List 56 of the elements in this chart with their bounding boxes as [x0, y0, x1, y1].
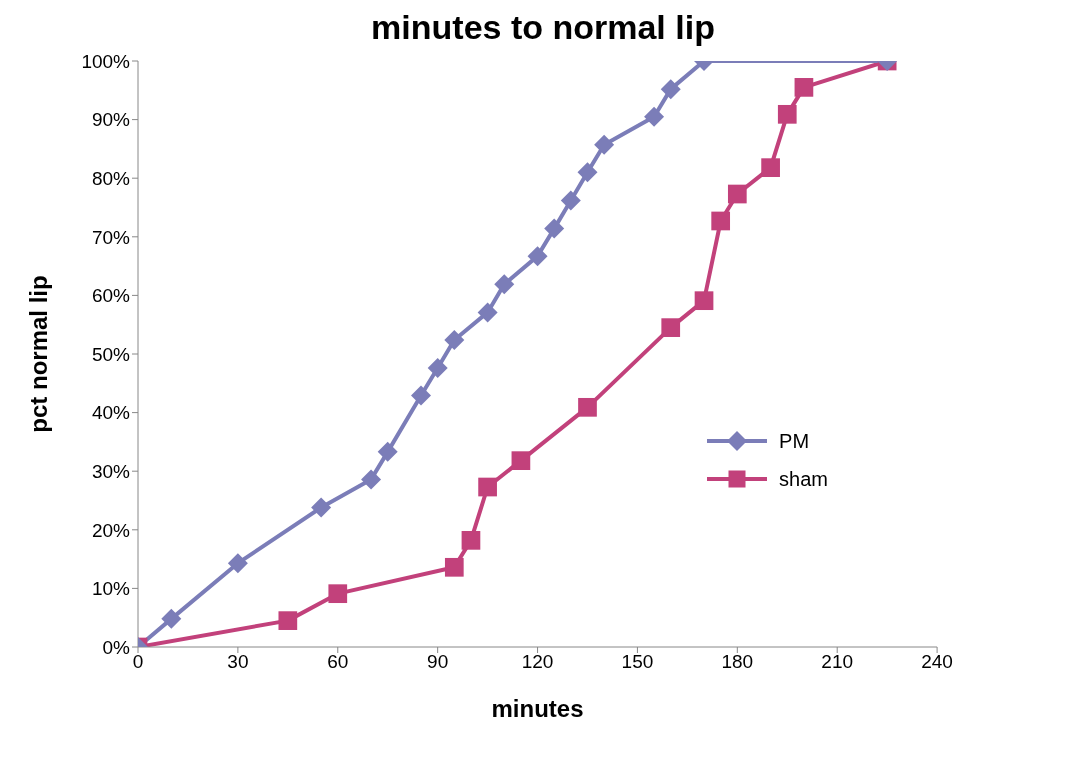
- point: [477, 302, 498, 323]
- point: [377, 441, 398, 462]
- point: [494, 274, 515, 295]
- point: [511, 451, 531, 470]
- x-tick-label: 240: [921, 651, 953, 673]
- point: [444, 557, 464, 577]
- point: [444, 329, 465, 350]
- y-tick-label: 40%: [91, 402, 131, 424]
- y-tick-label: 100%: [81, 50, 131, 72]
- point: [578, 397, 597, 417]
- point: [311, 497, 332, 518]
- legend-label: sham: [779, 467, 828, 491]
- x-tick-label: 90: [427, 651, 449, 673]
- point: [544, 218, 565, 239]
- point: [694, 291, 714, 311]
- y-tick-label: 50%: [91, 343, 131, 365]
- point: [361, 469, 382, 490]
- point: [660, 79, 681, 100]
- point: [594, 134, 615, 155]
- x-axis-title: minutes: [491, 695, 584, 722]
- point: [711, 211, 731, 231]
- x-tick-label: 0: [132, 651, 144, 673]
- y-tick-label: 70%: [91, 226, 131, 248]
- y-tick-label: 90%: [91, 109, 131, 131]
- x-tick-label: 120: [521, 651, 554, 673]
- y-tick-label: 10%: [91, 578, 131, 600]
- x-tick-label: 30: [227, 651, 249, 673]
- point: [761, 158, 780, 177]
- point: [461, 531, 481, 550]
- x-tick-label: 210: [821, 651, 854, 673]
- y-tick-label: 30%: [91, 460, 131, 482]
- point: [427, 358, 448, 379]
- point: [278, 611, 298, 630]
- chart-title: minutes to normal lip: [370, 8, 716, 47]
- point: [661, 318, 681, 337]
- x-tick-label: 60: [327, 651, 349, 673]
- x-tick-label: 180: [721, 651, 754, 673]
- y-tick-label: 80%: [91, 167, 131, 189]
- point: [644, 106, 665, 127]
- y-axis-title: pct normal lip: [24, 275, 52, 433]
- y-tick-label: 20%: [91, 519, 131, 541]
- point: [161, 608, 182, 629]
- y-tick-label: 60%: [91, 285, 131, 307]
- point: [794, 78, 814, 97]
- point: [227, 553, 248, 574]
- point: [527, 246, 548, 267]
- point: [727, 184, 747, 204]
- x-tick-label: 150: [621, 651, 654, 673]
- y-tick-label: 0%: [102, 636, 131, 658]
- point: [560, 190, 581, 211]
- point: [328, 584, 348, 604]
- legend-label: PM: [779, 429, 810, 453]
- point: [777, 104, 797, 124]
- point: [478, 477, 497, 497]
- point: [411, 385, 432, 406]
- point: [577, 162, 598, 183]
